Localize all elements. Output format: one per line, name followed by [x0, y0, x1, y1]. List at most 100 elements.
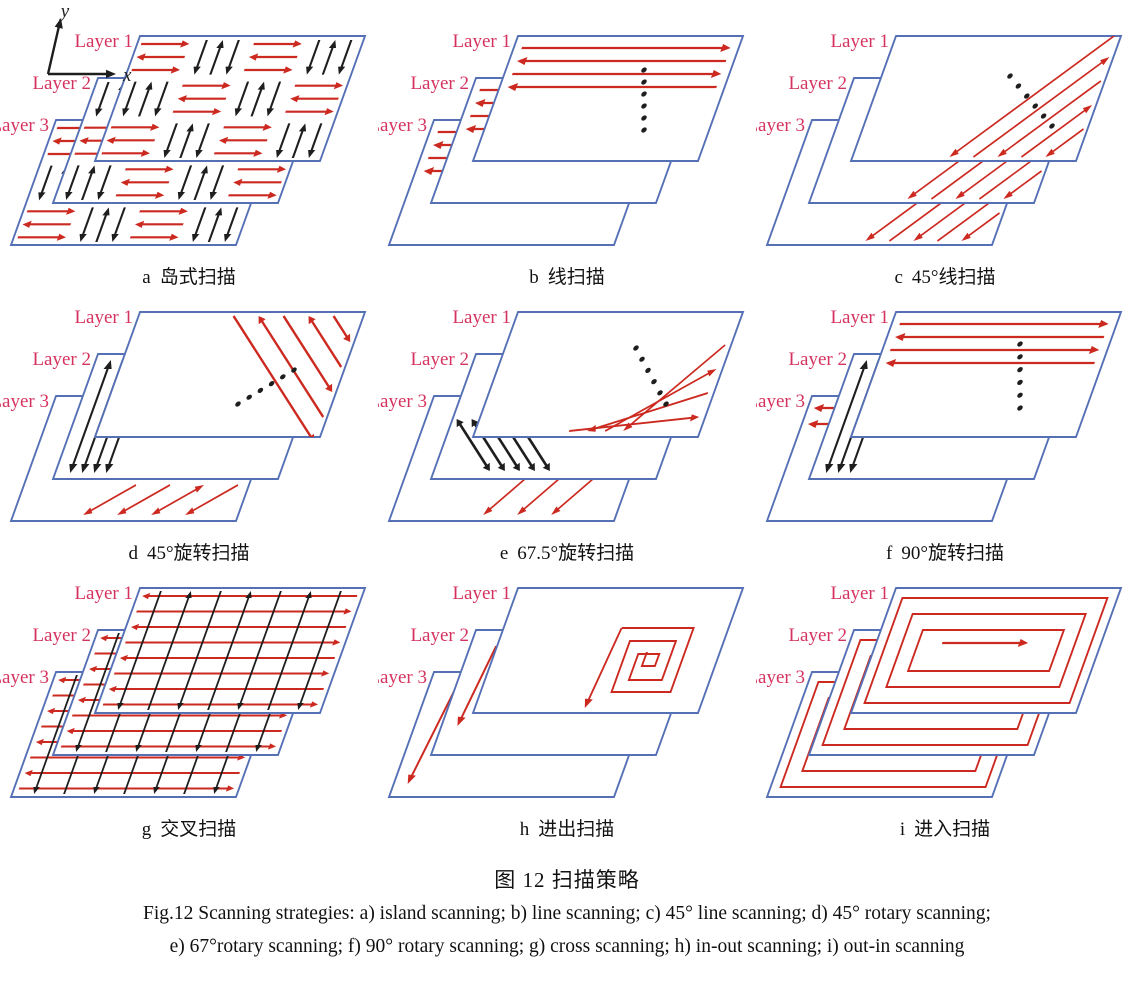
scan-pattern [507, 43, 731, 133]
layer-plate [849, 35, 1123, 162]
spiral-path [610, 627, 695, 693]
panel-d-caption: d 45°旋转扫描 [0, 538, 378, 565]
layer-label: Layer 1 [452, 307, 511, 328]
scan-direction-dot [1007, 73, 1013, 79]
scan-direction-dot [1017, 379, 1023, 386]
panel-caption-zh: 67.5°旋转扫描 [517, 543, 635, 564]
scan-direction-dot [1024, 93, 1030, 99]
panel-h-diagram: Layer 1 Layer 2 Layer 3 [378, 583, 745, 798]
scan-ring [906, 629, 1066, 672]
panel-letter: a [142, 267, 151, 288]
panel-letter: b [529, 267, 539, 288]
scan-direction-dot [641, 67, 647, 73]
layer-plate [471, 311, 745, 438]
figure-caption-en-line2: e) 67°rotary scanning; f) 90° rotary sca… [169, 936, 965, 958]
panel-f-caption: f 90°旋转扫描 [756, 538, 1134, 565]
scan-pattern [483, 474, 599, 515]
layer-label: Layer 1 [74, 31, 133, 52]
panel-i: Layer 1 Layer 2 Layer 3 i 进入扫描 [756, 574, 1134, 850]
scan-direction-dot [268, 381, 275, 387]
scan-pattern [83, 484, 239, 515]
layer-label: Layer 2 [788, 349, 847, 370]
scan-pattern [101, 40, 353, 158]
scan-direction-dot [641, 127, 647, 133]
panel-g: Layer 1 Layer 2 Layer 3 g 交叉扫描 [0, 574, 378, 850]
panel-e: Layer 1 Layer 2 Layer 3 e 67.5°旋转扫描 [378, 298, 756, 574]
scan-direction-dot [651, 379, 657, 385]
layer-label: Layer 3 [0, 115, 49, 136]
scan-direction-dot [246, 394, 252, 400]
scan-direction-dot [1040, 113, 1047, 119]
panel-caption-zh: 进出扫描 [538, 819, 615, 840]
scan-direction-dot [257, 387, 264, 394]
panels-grid: Layer 1 Layer 2 Layer 3 a 岛式扫描 Layer 1 Layer… [0, 22, 1134, 850]
scan-direction-dot [641, 115, 647, 121]
layer-label: Layer 1 [74, 307, 133, 328]
layer-label: Layer 2 [32, 73, 91, 94]
x-axis-arrow-icon [106, 69, 116, 79]
scan-direction-dot [639, 356, 645, 362]
panel-caption-zh: 45°线扫描 [911, 267, 996, 288]
layer-plate [849, 311, 1123, 438]
layer-label: Layer 1 [74, 583, 133, 604]
layer-plate [93, 35, 367, 162]
scan-pattern [568, 344, 726, 432]
layer-label: Layer 3 [756, 115, 805, 136]
layer-label: Layer 3 [0, 391, 49, 412]
panel-caption-zh: 线扫描 [547, 267, 605, 288]
figure-caption-en-line1: Fig.12 Scanning strategies: a) island sc… [143, 903, 991, 924]
scan-direction-dot [1017, 341, 1023, 347]
layer-label: Layer 2 [788, 625, 847, 646]
y-axis-line [46, 25, 61, 75]
panel-caption-zh: 岛式扫描 [159, 267, 236, 288]
layer-1-group [93, 35, 367, 162]
panel-letter: f [886, 543, 893, 564]
panel-c-caption: c 45°线扫描 [756, 262, 1134, 289]
scan-ring [884, 613, 1087, 688]
layer-label: Layer 2 [32, 625, 91, 646]
layer-label: Layer 3 [756, 391, 805, 412]
layer-label: Layer 1 [452, 31, 511, 52]
axis-indicator: y x [46, 2, 132, 86]
scan-ring [863, 597, 1109, 704]
panel-caption-zh: 90°旋转扫描 [901, 543, 1004, 564]
panel-letter: h [519, 819, 530, 840]
layer-1-group [849, 35, 1123, 162]
layer-label: Layer 3 [378, 667, 427, 688]
layer-label: Layer 2 [410, 349, 469, 370]
panel-g-diagram: Layer 1 Layer 2 Layer 3 [0, 583, 367, 798]
layer-1-group [849, 587, 1123, 714]
scan-pattern [232, 315, 351, 437]
panel-i-caption: i 进入扫描 [756, 814, 1134, 841]
scan-direction-dot [633, 345, 639, 351]
layer-plate [849, 587, 1123, 714]
layer-plate [93, 311, 367, 438]
panel-caption-zh: 45°旋转扫描 [146, 543, 250, 564]
x-axis-label: x [122, 65, 132, 86]
layer-plate [471, 587, 745, 714]
layer-label: Layer 3 [756, 667, 805, 688]
layer-1-group [849, 311, 1123, 438]
scan-direction-dot [1017, 392, 1023, 398]
scan-pattern [885, 319, 1109, 411]
scan-direction-dot [645, 367, 651, 374]
layer-1-group [471, 587, 745, 714]
panel-d-diagram: Layer 1 Layer 2 Layer 3 [0, 307, 367, 522]
panel-letter: c [894, 267, 903, 288]
layer-label: Layer 1 [830, 307, 889, 328]
scan-direction-dot [235, 401, 241, 407]
scan-pattern [863, 597, 1109, 704]
layer-label: Layer 2 [410, 625, 469, 646]
layer-plate [471, 35, 745, 162]
panel-caption-zh: 交叉扫描 [160, 819, 237, 840]
layer-label: Layer 3 [378, 391, 427, 412]
panel-e-diagram: Layer 1 Layer 2 Layer 3 [378, 307, 745, 522]
panel-i-diagram: Layer 1 Layer 2 Layer 3 [756, 583, 1123, 798]
layer-1-group [93, 587, 367, 714]
panel-f-diagram: Layer 1 Layer 2 Layer 3 [756, 307, 1123, 522]
y-axis-label: y [59, 2, 70, 22]
panel-letter: i [899, 819, 906, 840]
panel-a-caption: a 岛式扫描 [0, 262, 378, 289]
scan-direction-dot [1015, 83, 1022, 89]
layer-label: Layer 1 [452, 583, 511, 604]
